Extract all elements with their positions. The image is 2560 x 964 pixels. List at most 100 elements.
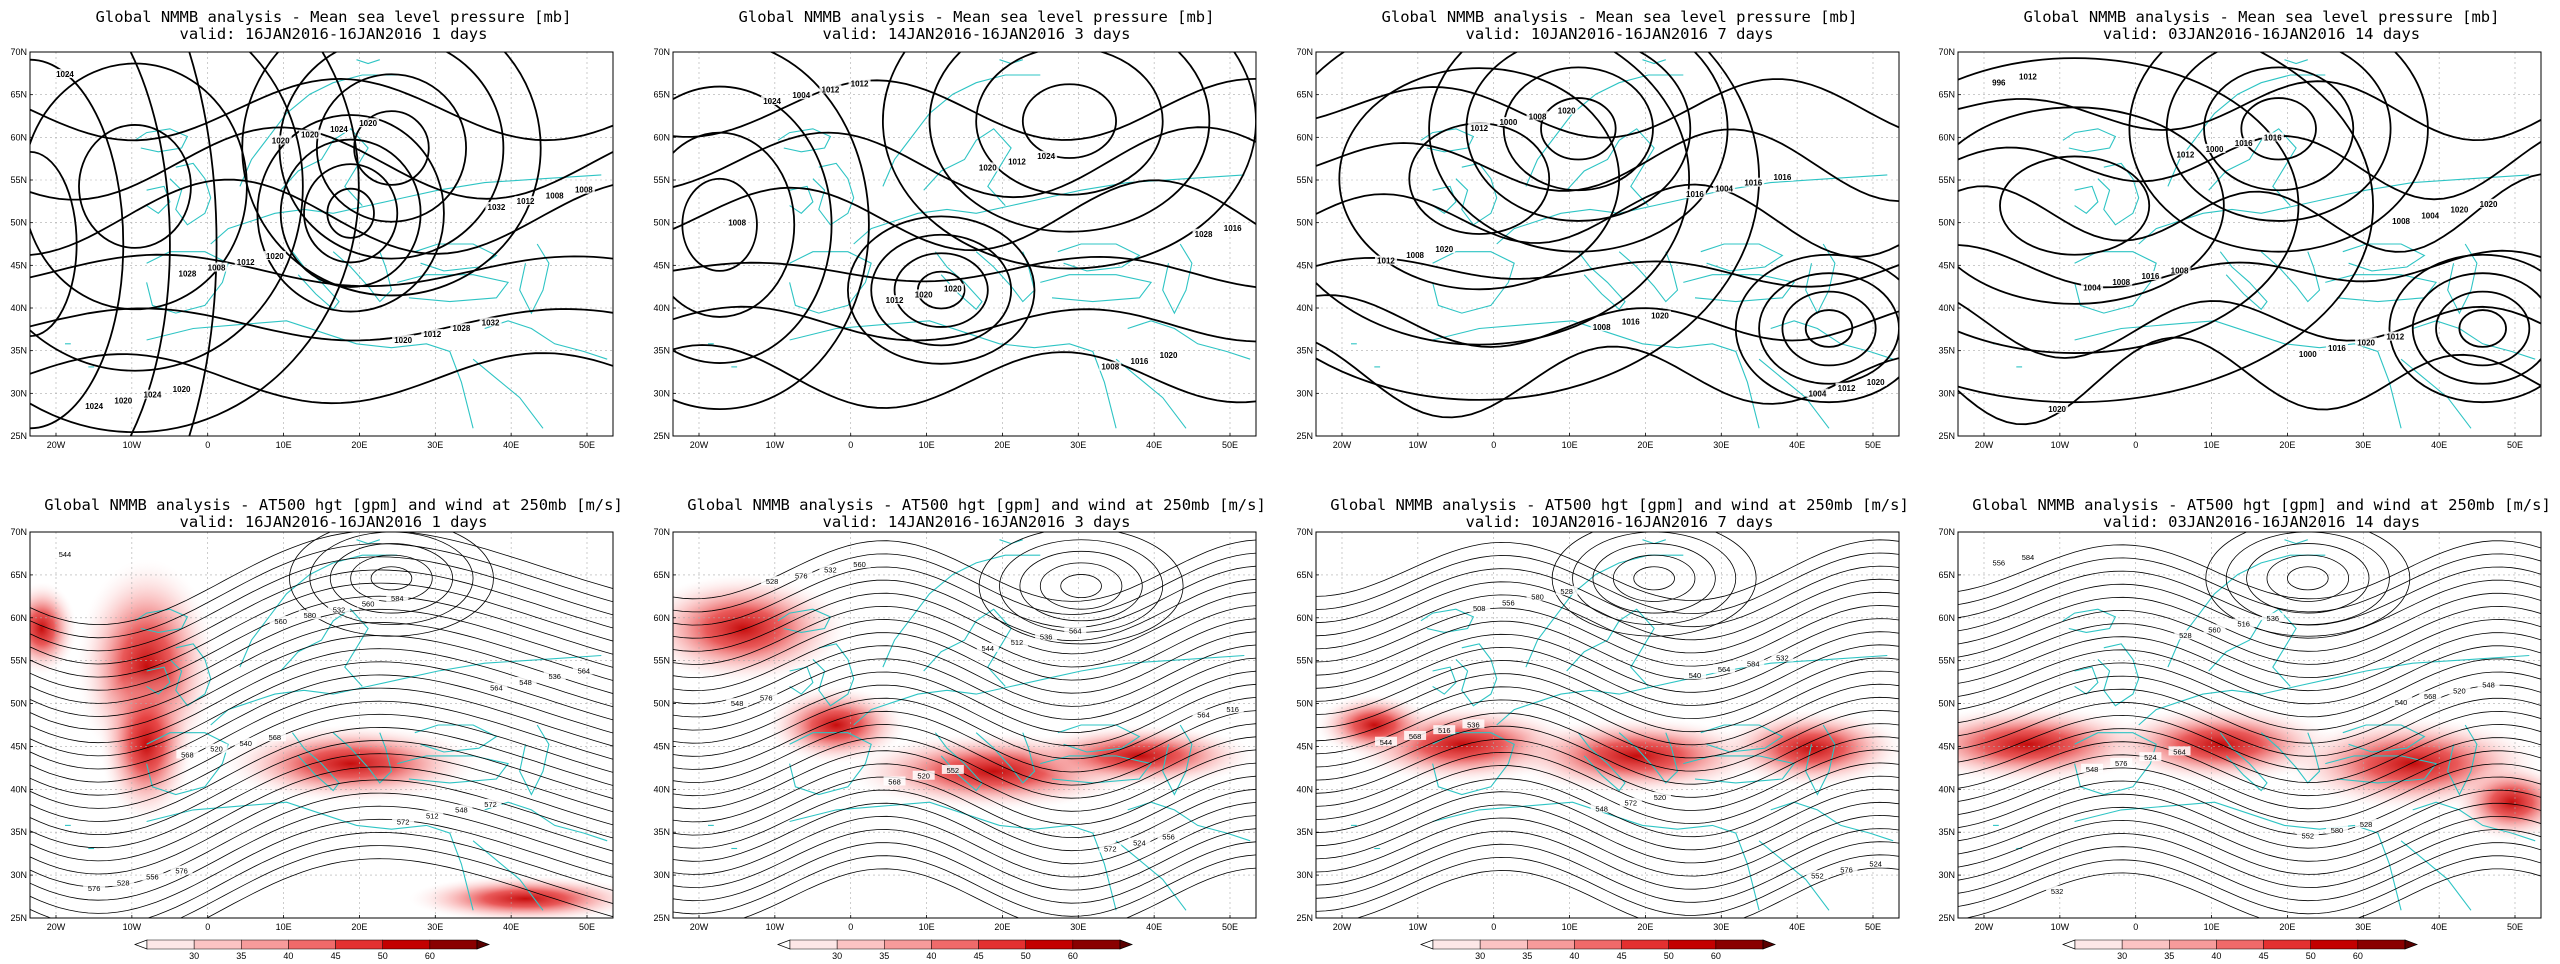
contour-label-bg bbox=[2296, 348, 2319, 358]
lon-tick-label: 50E bbox=[579, 922, 595, 932]
lat-tick-label: 45N bbox=[1938, 260, 1955, 270]
contour-label-bg bbox=[912, 289, 935, 299]
contour-label-bg bbox=[726, 217, 749, 227]
lon-tick-label: 30E bbox=[427, 440, 443, 450]
colorbar-segment bbox=[2121, 939, 2170, 950]
colorbar-segment bbox=[193, 939, 242, 950]
coastline bbox=[2447, 724, 2478, 796]
contour-label-bg bbox=[53, 69, 76, 79]
panel-title: Global NMMB analysis - Mean sea level pr… bbox=[739, 8, 1215, 26]
lon-tick-label: 0 bbox=[1491, 922, 1496, 932]
jet-wind-shading bbox=[1958, 705, 2157, 783]
contour-label-bg bbox=[421, 329, 444, 339]
coastline bbox=[280, 128, 369, 206]
colorbar-segment bbox=[2357, 939, 2406, 950]
height-contour bbox=[978, 532, 1184, 645]
contour-label-bg bbox=[761, 95, 784, 105]
lat-tick-label: 50N bbox=[1296, 699, 1313, 709]
contour-label: 1008 bbox=[1101, 363, 1119, 372]
height-contour bbox=[673, 723, 1256, 786]
contour-label-bg bbox=[848, 558, 871, 568]
mslp-panel: Global NMMB analysis - Mean sea level pr… bbox=[1296, 8, 1900, 450]
height-contour bbox=[30, 766, 613, 862]
coastline bbox=[2074, 251, 2157, 314]
height-contour bbox=[30, 532, 613, 626]
contour-label-bg bbox=[1713, 183, 1736, 193]
height-contour bbox=[30, 648, 613, 744]
height-contour bbox=[1958, 605, 2541, 665]
lat-tick-label: 70N bbox=[10, 527, 27, 537]
coastline bbox=[2138, 174, 2530, 245]
contour-label-bg bbox=[1035, 150, 1058, 160]
height-contour bbox=[30, 753, 613, 849]
contour-label: 1012 bbox=[423, 330, 441, 339]
contour-label: 548 bbox=[2086, 765, 2099, 774]
colorbar-tick-label: 50 bbox=[1021, 951, 1031, 960]
contour-label-bg bbox=[2261, 132, 2284, 142]
lat-tick-label: 60N bbox=[653, 132, 670, 142]
contour-label: 1020 bbox=[173, 385, 191, 394]
contour-label: 1016 bbox=[2264, 133, 2282, 142]
coastline bbox=[1040, 755, 1153, 784]
contour-label: 1020 bbox=[114, 396, 132, 405]
coastline bbox=[2325, 755, 2438, 784]
pressure-contour bbox=[847, 215, 1036, 365]
contour-label-bg bbox=[1742, 658, 1765, 668]
colorbar-tick-label: 60 bbox=[2353, 951, 2363, 960]
colorbar-tick-label: 40 bbox=[2211, 951, 2221, 960]
colorbar-segment bbox=[1668, 939, 1717, 950]
contour-label-bg bbox=[2448, 204, 2471, 214]
lon-tick-label: 10E bbox=[1562, 922, 1578, 932]
pressure-contour bbox=[1958, 80, 2541, 142]
contour-label-bg bbox=[1374, 255, 1397, 265]
jet-wind-shading bbox=[2453, 763, 2541, 841]
lon-tick-label: 50E bbox=[1865, 922, 1881, 932]
coastline bbox=[789, 320, 1117, 429]
contour-label: 1020 bbox=[1160, 351, 1178, 360]
contour-label-bg bbox=[205, 743, 228, 753]
contour-label: 512 bbox=[1011, 638, 1024, 647]
height-contour bbox=[329, 543, 454, 614]
coastline bbox=[812, 162, 855, 226]
contour-label: 1020 bbox=[359, 119, 377, 128]
height-contour bbox=[30, 595, 613, 691]
contour-label: 1032 bbox=[488, 203, 506, 212]
contour-label-bg bbox=[205, 262, 228, 272]
jet-wind-shading bbox=[673, 574, 848, 683]
contour-label-bg bbox=[1064, 625, 1087, 635]
map-area: 508 540 544 548 552 556 564 568 572 576 580 584 516 5… bbox=[1316, 532, 1899, 918]
contour-label: 1004 bbox=[1808, 390, 1826, 399]
lon-tick-label: 0 bbox=[205, 922, 210, 932]
pressure-contour bbox=[2165, 52, 2392, 222]
contour-label-bg bbox=[263, 251, 286, 261]
lon-tick-label: 20W bbox=[1333, 922, 1352, 932]
colorbar-segment bbox=[789, 939, 838, 950]
lon-tick-label: 20E bbox=[1637, 440, 1653, 450]
contour-label: 520 bbox=[1654, 793, 1667, 802]
contour-label: 544 bbox=[59, 550, 72, 559]
colorbar-segment bbox=[241, 939, 289, 950]
coastline bbox=[1432, 801, 1760, 911]
height-contour bbox=[1316, 591, 1899, 654]
height-contour bbox=[1316, 801, 1899, 864]
contour-label-bg bbox=[2016, 71, 2039, 81]
coastline bbox=[1496, 174, 1888, 245]
contour-label-bg bbox=[976, 162, 999, 172]
height-contour bbox=[1316, 762, 1899, 825]
contour-label-bg bbox=[1497, 117, 1520, 127]
contour-label: 560 bbox=[362, 600, 375, 609]
pressure-contour bbox=[2458, 309, 2507, 348]
contour-label: 564 bbox=[2173, 747, 2186, 756]
map-area: 1012 1008 1004 1000 996 1000 1004 1008 1016 1012 1… bbox=[1958, 52, 2541, 436]
map-frame bbox=[672, 531, 1257, 919]
colorbar-segment bbox=[2169, 939, 2217, 950]
lon-tick-label: 0 bbox=[205, 440, 210, 450]
lat-tick-label: 30N bbox=[1296, 388, 1313, 398]
colorbar-tick-label: 35 bbox=[2164, 951, 2174, 960]
lon-tick-label: 40E bbox=[1789, 440, 1805, 450]
contour-label-bg bbox=[1433, 725, 1456, 735]
colorbar-upper-arrow bbox=[476, 939, 490, 950]
height-contour bbox=[1958, 816, 2541, 875]
lat-tick-label: 70N bbox=[1938, 527, 1955, 537]
contour-label-bg bbox=[2174, 630, 2197, 640]
